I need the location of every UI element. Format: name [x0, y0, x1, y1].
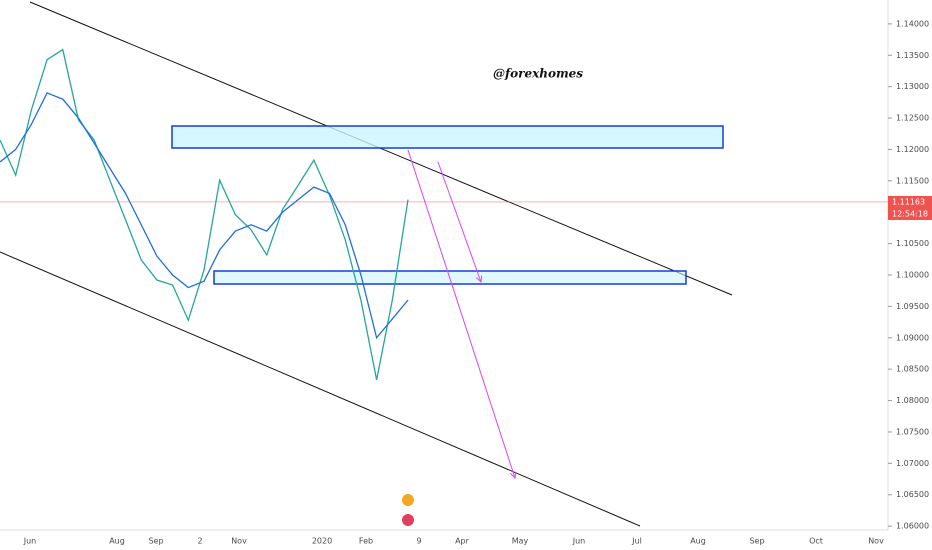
y-tick-label: 1.07500 — [896, 427, 929, 436]
x-tick-label: Aug — [109, 537, 125, 546]
y-tick-label: 1.09500 — [896, 302, 929, 311]
y-tick-label: 1.11500 — [896, 176, 929, 185]
y-tick-label: 1.12000 — [896, 145, 929, 154]
x-tick-label: 9 — [416, 537, 421, 546]
x-tick-label: Nov — [231, 537, 247, 546]
arrow — [407, 149, 515, 478]
y-tick-label: 1.09000 — [896, 333, 929, 342]
y-tick-label: 1.08500 — [896, 365, 929, 374]
event-icon — [402, 494, 414, 506]
event-icon — [402, 514, 414, 526]
arrow — [437, 161, 481, 282]
y-tick-label: 1.10000 — [896, 271, 929, 280]
x-tick-label: May — [512, 537, 529, 546]
countdown: 12:54:18 — [892, 209, 928, 218]
x-tick-label: Apr — [455, 537, 470, 546]
series-line — [0, 48, 409, 380]
price-tag — [888, 195, 932, 220]
x-tick-label: Aug — [690, 537, 706, 546]
x-tick-label: Sep — [749, 537, 764, 546]
x-tick-label: Oct — [809, 537, 823, 546]
x-tick-label: Feb — [359, 537, 373, 546]
x-tick-label: 2 — [197, 537, 202, 546]
channel-lower — [0, 251, 641, 527]
y-tick-label: 1.13500 — [896, 51, 929, 60]
x-tick-label: Jul — [631, 537, 642, 546]
x-tick-label: Jun — [572, 537, 586, 546]
x-tick-label: Jun — [23, 537, 37, 546]
watermark: @forexhomes — [493, 67, 583, 81]
resistance-zone — [171, 125, 724, 149]
x-tick-label: Sep — [148, 537, 163, 546]
y-tick-label: 1.12500 — [896, 114, 929, 123]
price-label: 1.11163 — [892, 197, 925, 206]
y-tick-label: 1.14000 — [896, 19, 929, 28]
x-tick-label: 2020 — [312, 537, 332, 546]
y-tick-label: 1.13000 — [896, 82, 929, 91]
y-tick-label: 1.06500 — [896, 490, 929, 499]
y-tick-label: 1.10500 — [896, 239, 929, 248]
y-tick-label: 1.06000 — [896, 522, 929, 531]
series-line — [0, 92, 409, 340]
y-tick-label: 1.08000 — [896, 396, 929, 405]
y-tick-label: 1.07000 — [896, 459, 929, 468]
x-tick-label: Nov — [868, 537, 884, 546]
